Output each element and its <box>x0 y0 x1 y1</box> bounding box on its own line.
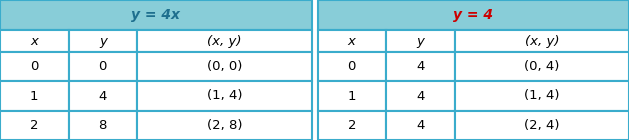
Text: y: y <box>99 34 107 47</box>
Bar <box>455 52 629 81</box>
Text: (1, 4): (1, 4) <box>206 89 242 102</box>
Bar <box>0 81 69 111</box>
Text: 2: 2 <box>30 119 38 132</box>
Text: 4: 4 <box>416 60 425 73</box>
Text: 4: 4 <box>99 89 107 102</box>
Bar <box>69 111 137 140</box>
Bar <box>318 52 386 81</box>
Bar <box>455 111 629 140</box>
Bar <box>318 111 386 140</box>
Text: y: y <box>416 34 424 47</box>
Text: x: x <box>30 34 38 47</box>
Bar <box>318 81 386 111</box>
Text: (1, 4): (1, 4) <box>524 89 560 102</box>
Bar <box>386 30 455 52</box>
Text: (x, y): (x, y) <box>207 34 242 47</box>
Bar <box>318 30 386 52</box>
Bar <box>386 81 455 111</box>
Text: 4: 4 <box>416 89 425 102</box>
Bar <box>0 30 69 52</box>
Text: 8: 8 <box>99 119 107 132</box>
Bar <box>69 30 137 52</box>
Text: (0, 4): (0, 4) <box>524 60 559 73</box>
Text: 0: 0 <box>99 60 107 73</box>
Text: 2: 2 <box>347 119 356 132</box>
Bar <box>137 111 311 140</box>
Text: 1: 1 <box>347 89 356 102</box>
Text: y = 4: y = 4 <box>454 8 493 22</box>
Bar <box>69 81 137 111</box>
Text: y = 4x: y = 4x <box>131 8 181 22</box>
Text: 4: 4 <box>416 119 425 132</box>
Text: 0: 0 <box>348 60 356 73</box>
Bar <box>137 52 311 81</box>
Text: (0, 0): (0, 0) <box>206 60 242 73</box>
Bar <box>318 0 629 30</box>
Bar <box>0 111 69 140</box>
Bar <box>137 81 311 111</box>
Bar <box>386 52 455 81</box>
Bar <box>69 52 137 81</box>
Bar <box>386 111 455 140</box>
Text: 1: 1 <box>30 89 38 102</box>
Text: (2, 8): (2, 8) <box>206 119 242 132</box>
Text: 0: 0 <box>30 60 38 73</box>
Text: (x, y): (x, y) <box>525 34 559 47</box>
Bar <box>0 0 311 30</box>
Bar <box>455 81 629 111</box>
Bar <box>455 30 629 52</box>
Text: x: x <box>348 34 356 47</box>
Bar <box>0 52 69 81</box>
Text: (2, 4): (2, 4) <box>524 119 560 132</box>
Bar <box>137 30 311 52</box>
